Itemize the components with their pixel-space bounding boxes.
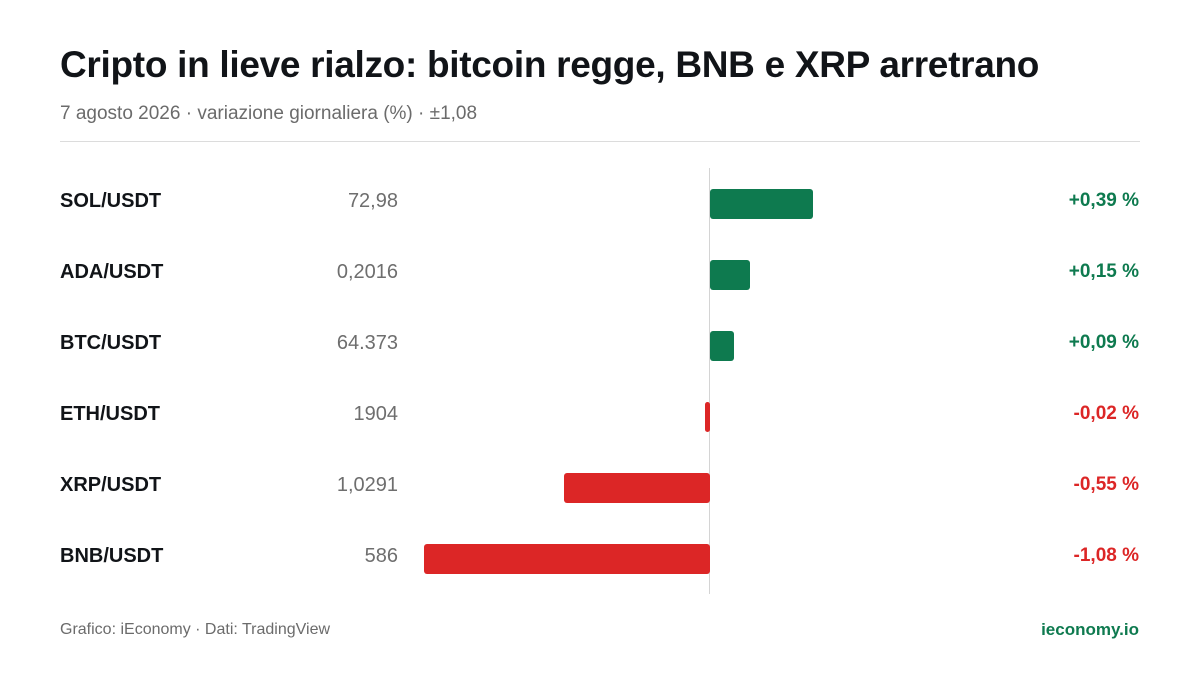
pair-label: BNB/USDT xyxy=(60,545,164,567)
header-divider xyxy=(60,141,1140,142)
pair-label: SOL/USDT xyxy=(60,190,162,212)
change-value-label: +0,09 % xyxy=(1068,332,1139,353)
change-value-label: -0,02 % xyxy=(1073,403,1139,424)
pair-label: ADA/USDT xyxy=(60,261,164,283)
price-label: 0,2016 xyxy=(336,261,398,283)
footer-site-link[interactable]: ieconomy.io xyxy=(1041,620,1139,639)
chart-subtitle: 7 agosto 2026 · variazione giornaliera (… xyxy=(60,103,478,124)
price-label: 72,98 xyxy=(347,190,398,212)
price-label: 64.373 xyxy=(336,332,398,354)
change-bar xyxy=(424,544,710,574)
price-label: 1904 xyxy=(353,403,399,425)
chart-row: ETH/USDT 1904 -0,02 % xyxy=(0,381,1200,452)
price-label: 1,0291 xyxy=(336,474,398,496)
chart-row: SOL/USDT 72,98 +0,39 % xyxy=(0,168,1200,239)
chart-title: Cripto in lieve rialzo: bitcoin regge, B… xyxy=(60,44,1040,85)
change-bar xyxy=(710,189,814,219)
change-bar xyxy=(564,473,710,503)
zero-axis-line xyxy=(709,168,710,594)
change-bar xyxy=(710,260,750,290)
price-label: 586 xyxy=(364,545,398,567)
pair-label: XRP/USDT xyxy=(60,474,162,496)
change-value-label: +0,15 % xyxy=(1068,261,1139,282)
pair-label: BTC/USDT xyxy=(60,332,162,354)
pair-label: ETH/USDT xyxy=(60,403,160,425)
chart-row: XRP/USDT 1,0291 -0,55 % xyxy=(0,452,1200,523)
chart-row: ADA/USDT 0,2016 +0,15 % xyxy=(0,239,1200,310)
change-value-label: -0,55 % xyxy=(1073,474,1139,495)
change-bar xyxy=(710,331,734,361)
footer-credit: Grafico: iEconomy · Dati: TradingView xyxy=(60,621,331,638)
chart-row: BTC/USDT 64.373 +0,09 % xyxy=(0,310,1200,381)
chart-row: BNB/USDT 586 -1,08 % xyxy=(0,523,1200,594)
change-bar xyxy=(704,402,710,432)
change-value-label: +0,39 % xyxy=(1068,190,1139,211)
change-value-label: -1,08 % xyxy=(1073,545,1139,566)
